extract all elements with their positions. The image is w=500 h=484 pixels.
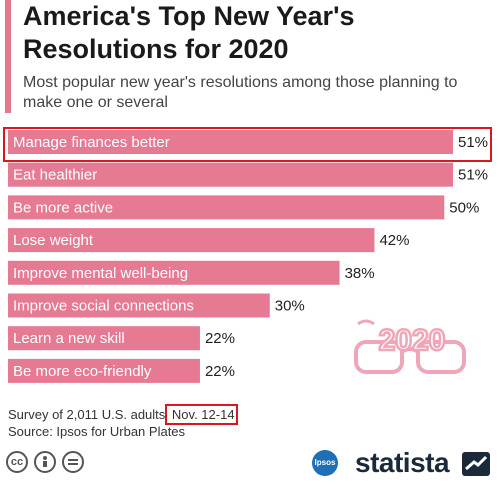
bar-eat-healthier [8,162,453,187]
bar-improve-mental-well-being [8,260,340,285]
chart-title: America's Top New Year's Resolutions for… [23,1,355,64]
nd-icon[interactable] [62,451,84,473]
chart-subtitle: Most popular new year's resolutions amon… [23,74,458,111]
survey-date-text: Nov. 12-14 [171,407,235,422]
bar-learn-a-new-skill [8,326,200,351]
category-label: Lose weight [13,232,94,249]
highlight-box-date [165,404,238,425]
bar-be-more-eco-friendly [8,358,200,383]
category-label: Learn a new skill [13,330,125,347]
value-label: 51% [458,134,488,151]
ipsos-logo: Ipsos [312,450,338,476]
survey-note: Survey of 2,011 U.S. adults Nov. 12-14 [8,407,238,423]
category-label: Improve mental well-being [13,265,188,282]
survey-date: Nov. 12-14 [169,407,238,423]
bar-improve-social-connections [8,293,270,318]
value-label: 42% [379,232,409,249]
value-label: 50% [449,199,479,216]
value-label: 38% [345,265,375,282]
glasses-2020-text: 2020 [379,324,446,357]
highlight-box-top-bar [3,127,492,162]
source-note: Source: Ipsos for Urban Plates [8,424,186,439]
category-label: Be more active [13,199,113,216]
glasses-2020-illustration: 2020 [354,319,466,374]
value-label: 51% [458,167,488,184]
statista-icon [462,452,490,476]
category-label: Be more eco-friendly [13,363,152,380]
category-label: Eat healthier [13,167,97,184]
category-label: Improve social connections [13,298,194,315]
bar-chart: Manage finances better 51% Eat healthier 51… [8,130,488,383]
survey-text: Survey of 2,011 U.S. adults [8,407,166,422]
cc-icon[interactable]: cc [6,451,28,473]
bar-lose-weight [8,228,375,253]
statista-logo[interactable]: statista [355,447,450,478]
value-label: 22% [205,330,235,347]
value-label: 22% [205,363,235,380]
category-label: Manage finances better [13,134,170,151]
by-icon[interactable] [34,451,56,473]
title-accent-bar [5,0,11,113]
bar-be-more-active [8,195,445,220]
value-label: 30% [275,298,305,315]
bar-manage-finances-better [8,130,453,154]
